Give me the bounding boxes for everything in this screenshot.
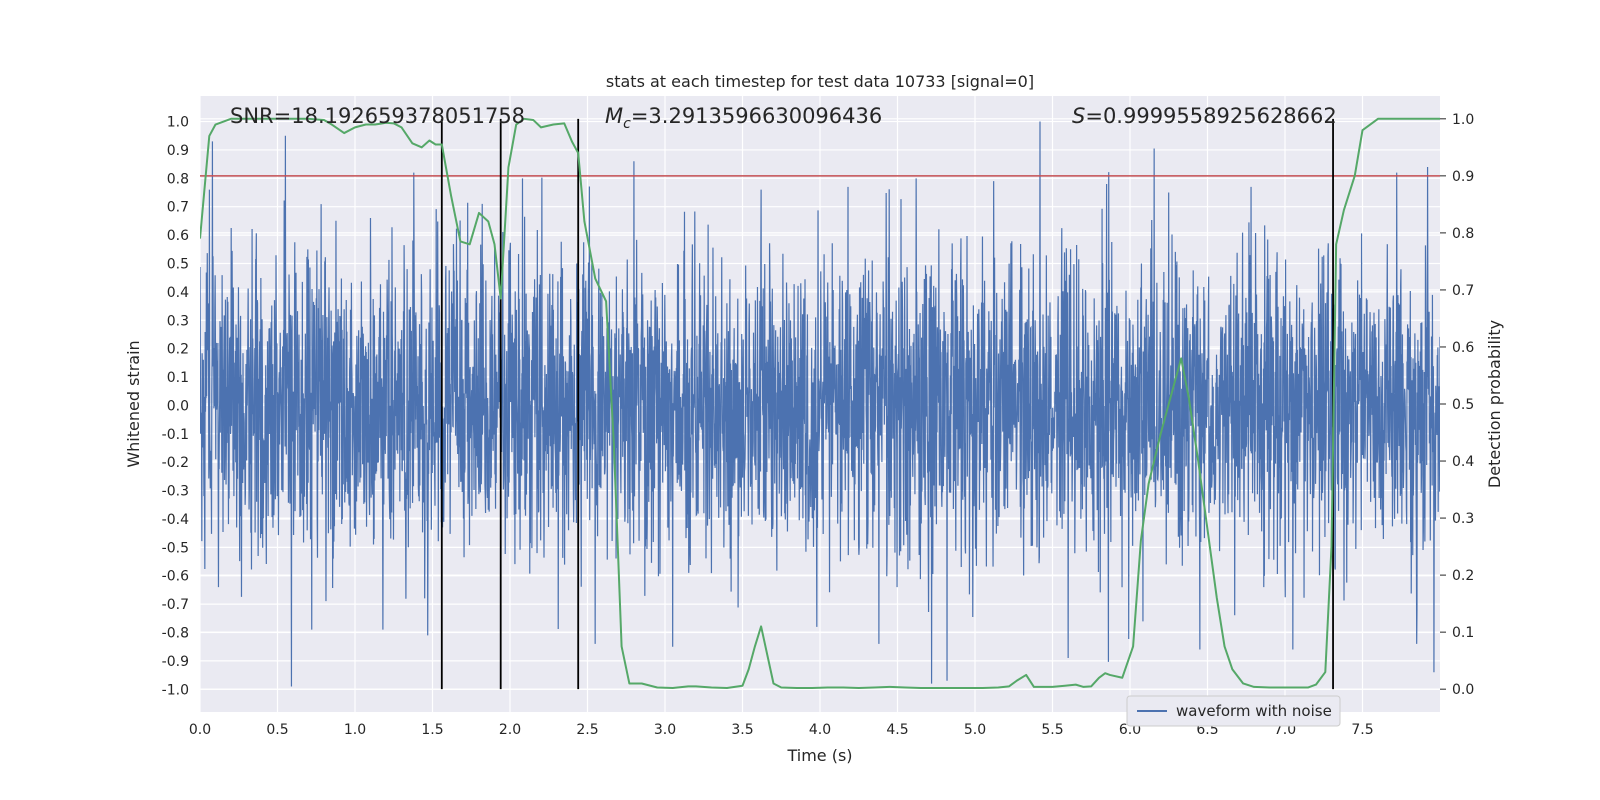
x-axis-label: Time (s) bbox=[786, 746, 852, 765]
s-value: =0.9999558925628662 bbox=[1085, 104, 1336, 128]
overlays bbox=[200, 117, 1440, 690]
detection-probability-line bbox=[200, 117, 1440, 690]
left-y-tick-label: 0.1 bbox=[167, 370, 189, 386]
x-tick-label: 1.0 bbox=[344, 722, 366, 738]
chirp-mass-subscript: c bbox=[623, 116, 631, 132]
x-tick-label: 5.5 bbox=[1041, 722, 1063, 738]
right-y-tick-label: 0.2 bbox=[1452, 568, 1474, 584]
x-tick-label: 1.5 bbox=[421, 722, 443, 738]
x-tick-label: 7.5 bbox=[1351, 722, 1373, 738]
x-tick-label: 4.5 bbox=[886, 722, 908, 738]
chirp-mass-annotation: Mc=3.2913596630096436 bbox=[605, 104, 882, 132]
x-tick-label: 2.0 bbox=[499, 722, 521, 738]
left-y-tick-label: 0.7 bbox=[167, 200, 189, 216]
left-y-tick-label: -0.8 bbox=[162, 626, 189, 642]
x-tick-label: 3.5 bbox=[731, 722, 753, 738]
left-y-axis-label: Whitened strain bbox=[124, 340, 143, 467]
x-tick-label: 5.0 bbox=[964, 722, 986, 738]
x-tick-label: 2.5 bbox=[576, 722, 598, 738]
left-y-tick-label: -0.5 bbox=[162, 540, 189, 556]
left-y-axis-ticks: 1.0 0.9 0.8 0.7 0.6 0.5 0.4 0.3 0.2 0.1 0.0 -0.1 -0.… bbox=[162, 115, 189, 699]
left-y-tick-label: -0.7 bbox=[162, 597, 189, 613]
left-y-tick-label: -0.1 bbox=[162, 427, 189, 443]
left-y-tick-label: -0.9 bbox=[162, 654, 189, 670]
right-y-tick-label: 0.9 bbox=[1452, 169, 1474, 185]
chart-title: stats at each timestep for test data 107… bbox=[606, 72, 1034, 91]
left-y-tick-label: 0.8 bbox=[167, 171, 189, 187]
x-tick-label: 0.5 bbox=[266, 722, 288, 738]
legend-box bbox=[1126, 695, 1341, 727]
x-tick-label: 0.0 bbox=[189, 722, 211, 738]
left-y-tick-label: 0.3 bbox=[167, 313, 189, 329]
left-y-tick-label: -0.2 bbox=[162, 455, 189, 471]
left-y-tick-label: 0.4 bbox=[167, 285, 189, 301]
x-tick-label: 3.0 bbox=[654, 722, 676, 738]
right-y-axis-label: Detection probability bbox=[1485, 320, 1504, 488]
chirp-mass-symbol: M bbox=[605, 104, 623, 128]
left-y-tick-label: 0.0 bbox=[167, 398, 189, 414]
left-y-tick-label: -0.6 bbox=[162, 569, 189, 585]
right-y-tick-label: 1.0 bbox=[1452, 112, 1474, 128]
left-y-tick-label: -0.3 bbox=[162, 484, 189, 500]
left-y-tick-label: -0.4 bbox=[162, 512, 189, 528]
right-y-tick-label: 0.4 bbox=[1452, 454, 1474, 470]
right-y-tick-label: 0.3 bbox=[1452, 511, 1474, 527]
left-y-tick-label: 0.9 bbox=[167, 143, 189, 159]
s-symbol: S bbox=[1072, 104, 1085, 128]
right-y-tick-label: 0.0 bbox=[1452, 682, 1474, 698]
left-y-tick-label: -1.0 bbox=[162, 682, 189, 698]
snr-annotation: SNR=18.192659378051758 bbox=[230, 104, 525, 128]
right-y-axis-ticks: 1.0 0.9 0.8 0.7 0.6 0.5 0.4 0.3 0.2 0.1 0.0 bbox=[1440, 112, 1474, 698]
legend: waveform with noise bbox=[1126, 695, 1341, 727]
legend-label: waveform with noise bbox=[1176, 702, 1332, 720]
left-y-tick-label: 0.6 bbox=[167, 228, 189, 244]
left-y-tick-label: 0.2 bbox=[167, 342, 189, 358]
chirp-mass-value: =3.2913596630096436 bbox=[631, 104, 882, 128]
waveform-series bbox=[200, 121, 1440, 687]
right-y-tick-label: 0.5 bbox=[1452, 397, 1474, 413]
right-y-tick-label: 0.6 bbox=[1452, 340, 1474, 356]
right-y-tick-label: 0.8 bbox=[1452, 226, 1474, 242]
x-tick-label: 4.0 bbox=[809, 722, 831, 738]
s-annotation: S=0.9999558925628662 bbox=[1072, 104, 1337, 128]
right-y-tick-label: 0.7 bbox=[1452, 283, 1474, 299]
left-y-tick-label: 0.5 bbox=[167, 256, 189, 272]
waveform-line bbox=[200, 121, 1440, 687]
left-y-tick-label: 1.0 bbox=[167, 115, 189, 131]
right-y-tick-label: 0.1 bbox=[1452, 625, 1474, 641]
